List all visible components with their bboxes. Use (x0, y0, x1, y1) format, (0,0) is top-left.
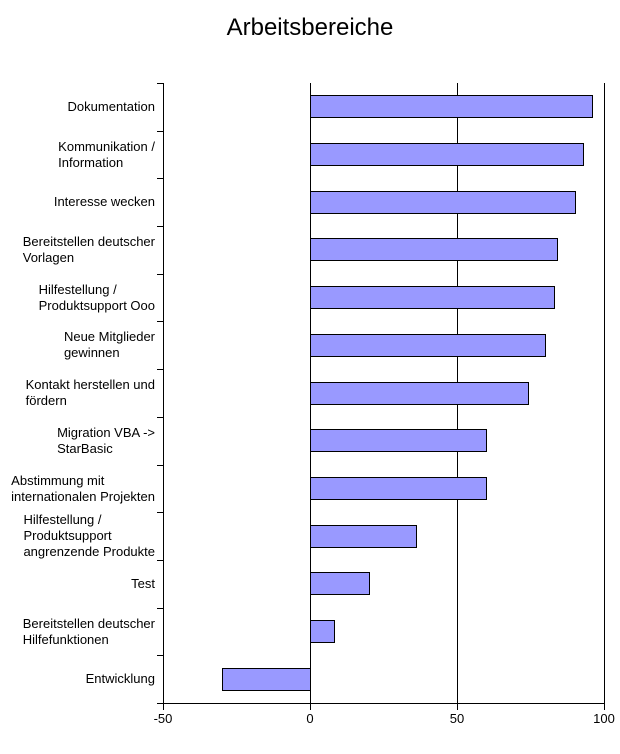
bar-0 (310, 95, 593, 118)
category-label-10: Test (0, 560, 155, 608)
category-label-8: Abstimmung mit internationalen Projekten (0, 465, 155, 513)
bar-2 (310, 191, 576, 214)
x-tick-label: 100 (593, 711, 615, 726)
y-axis-tick (157, 703, 164, 704)
category-label-3: Bereitstellen deutscher Vorlagen (0, 226, 155, 274)
category-label-text: Interesse wecken (53, 194, 155, 209)
y-axis-tick (157, 178, 164, 179)
category-label-text: Hilfestellung / Produktsupport angrenzen… (23, 512, 155, 559)
x-axis-tick (604, 703, 605, 710)
bar-11 (310, 620, 335, 643)
category-label-text: Entwicklung (85, 671, 155, 686)
category-label-text: Neue Mitglieder gewinnen (63, 329, 155, 360)
category-label-12: Entwicklung (0, 655, 155, 703)
bar-12 (222, 668, 311, 691)
chart-title: Arbeitsbereiche (226, 14, 394, 41)
gridline-100 (604, 83, 605, 703)
bar-1 (310, 143, 584, 166)
category-label-text: Migration VBA -> StarBasic (57, 425, 155, 456)
category-label-11: Bereitstellen deutscher Hilfefunktionen (0, 608, 155, 656)
bar-10 (310, 572, 370, 595)
y-axis-tick (157, 417, 164, 418)
y-axis-tick (157, 369, 164, 370)
bar-5 (310, 334, 546, 357)
category-label-4: Hilfestellung / Produktsupport Ooo (0, 274, 155, 322)
y-axis-tick (157, 512, 164, 513)
category-label-text: Hilfestellung / Produktsupport Ooo (38, 282, 155, 313)
category-label-text: Dokumentation (67, 99, 155, 114)
category-label-7: Migration VBA -> StarBasic (0, 417, 155, 465)
x-tick-label: 0 (306, 711, 314, 726)
bar-3 (310, 238, 558, 261)
y-axis-tick (157, 226, 164, 227)
bar-6 (310, 382, 529, 405)
x-axis-tick (310, 703, 311, 710)
category-label-0: Dokumentation (0, 83, 155, 131)
category-label-9: Hilfestellung / Produktsupport angrenzen… (0, 512, 155, 560)
category-label-text: Test (131, 576, 155, 591)
category-label-1: Kommunikation / Information (0, 131, 155, 179)
y-axis-tick (157, 131, 164, 132)
y-axis-tick (157, 608, 164, 609)
x-axis-tick (163, 703, 164, 710)
y-axis (163, 83, 164, 704)
category-label-text: Kommunikation / Information (58, 139, 155, 170)
category-label-text: Kontakt herstellen und fördern (25, 377, 155, 408)
x-tick-label: -50 (153, 711, 173, 726)
x-tick-label: 50 (449, 711, 465, 726)
y-axis-tick (157, 655, 164, 656)
bar-9 (310, 525, 417, 548)
bar-7 (310, 429, 487, 452)
bar-4 (310, 286, 555, 309)
x-axis (163, 703, 605, 704)
y-axis-tick (157, 83, 164, 84)
y-axis-tick (157, 560, 164, 561)
category-label-text: Bereitstellen deutscher Hilfefunktionen (22, 616, 155, 647)
y-axis-tick (157, 274, 164, 275)
x-axis-tick (457, 703, 458, 710)
bar-8 (310, 477, 487, 500)
plot-area: -50 0 50 100 Dokumentation Kommunikation / In… (11, 83, 615, 726)
category-label-text: Bereitstellen deutscher Vorlagen (22, 234, 155, 265)
category-label-2: Interesse wecken (0, 178, 155, 226)
y-axis-tick (157, 321, 164, 322)
category-label-text: Abstimmung mit internationalen Projekten (11, 473, 155, 504)
y-axis-tick (157, 465, 164, 466)
category-label-5: Neue Mitglieder gewinnen (0, 321, 155, 369)
category-label-6: Kontakt herstellen und fördern (0, 369, 155, 417)
